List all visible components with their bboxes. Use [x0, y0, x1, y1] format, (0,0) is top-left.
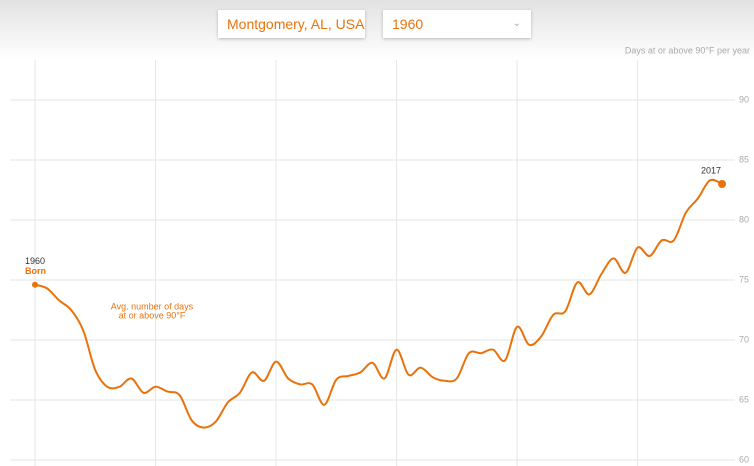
- y-tick-label: 90: [739, 94, 749, 104]
- y-tick-label: 60: [739, 454, 749, 464]
- location-select[interactable]: Montgomery, AL, USA: [218, 10, 365, 38]
- end-point: [32, 281, 38, 288]
- end-point: [718, 180, 726, 188]
- y-tick-label: 70: [739, 334, 749, 344]
- annotation: Born: [25, 266, 46, 276]
- series-label: Avg. number of days: [111, 301, 194, 311]
- series-label: at or above 90°F: [119, 310, 186, 320]
- annotation: 2017: [701, 165, 721, 175]
- year-select[interactable]: 1960 ⌄: [383, 10, 531, 38]
- y-tick-label: 75: [739, 274, 749, 284]
- location-text: Montgomery, AL, USA: [227, 16, 365, 32]
- annotation: 1960: [25, 256, 45, 266]
- data-line: [34, 178, 723, 429]
- chevron: ⌄: [512, 18, 521, 29]
- top-bar: Montgomery, AL, USA 1960 ⌄: [0, 0, 754, 60]
- y-tick-label: 85: [739, 154, 749, 164]
- y-tick-label: 65: [739, 394, 749, 404]
- year-text: 1960: [392, 16, 424, 32]
- y-axis-label: Days at or above 90°F per year: [625, 45, 750, 55]
- y-tick-label: 80: [739, 214, 749, 224]
